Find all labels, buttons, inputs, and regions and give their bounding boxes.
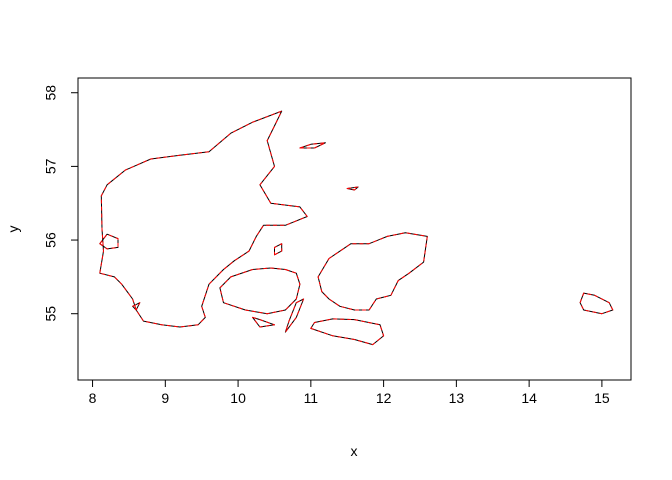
x-tick-label: 14 (521, 390, 537, 406)
solid-outline-3 (310, 318, 385, 346)
dashed-outline-6 (299, 142, 326, 149)
y-tick-label: 57 (43, 158, 59, 174)
y-axis-label: y (5, 226, 21, 233)
dashed-outline-0 (99, 110, 308, 328)
outline-layer (99, 110, 614, 346)
dashed-outline-9 (284, 298, 305, 333)
x-tick-label: 13 (449, 390, 465, 406)
x-tick-label: 15 (594, 390, 610, 406)
solid-outline-11 (132, 302, 141, 311)
dashed-outline-4 (579, 292, 614, 315)
dashed-outline-10 (252, 316, 275, 328)
y-axis: 55 56 57 58 (43, 85, 79, 322)
dashed-outline-1 (219, 267, 301, 315)
x-tick-label: 8 (89, 390, 97, 406)
dashed-outline-5 (99, 233, 119, 250)
x-tick-label: 11 (304, 390, 319, 406)
x-tick-label: 10 (230, 390, 246, 406)
y-tick-label: 58 (43, 85, 59, 101)
dashed-outline-2 (317, 232, 428, 311)
y-tick-label: 55 (43, 306, 59, 322)
x-axis: 8 9 10 11 12 13 14 15 (89, 379, 610, 406)
x-tick-label: 12 (376, 390, 392, 406)
solid-outline-7 (346, 186, 359, 191)
x-tick-label: 9 (161, 390, 169, 406)
y-tick-label: 56 (43, 232, 59, 248)
x-axis-label: x (351, 443, 358, 459)
dashed-outline-8 (274, 243, 283, 256)
